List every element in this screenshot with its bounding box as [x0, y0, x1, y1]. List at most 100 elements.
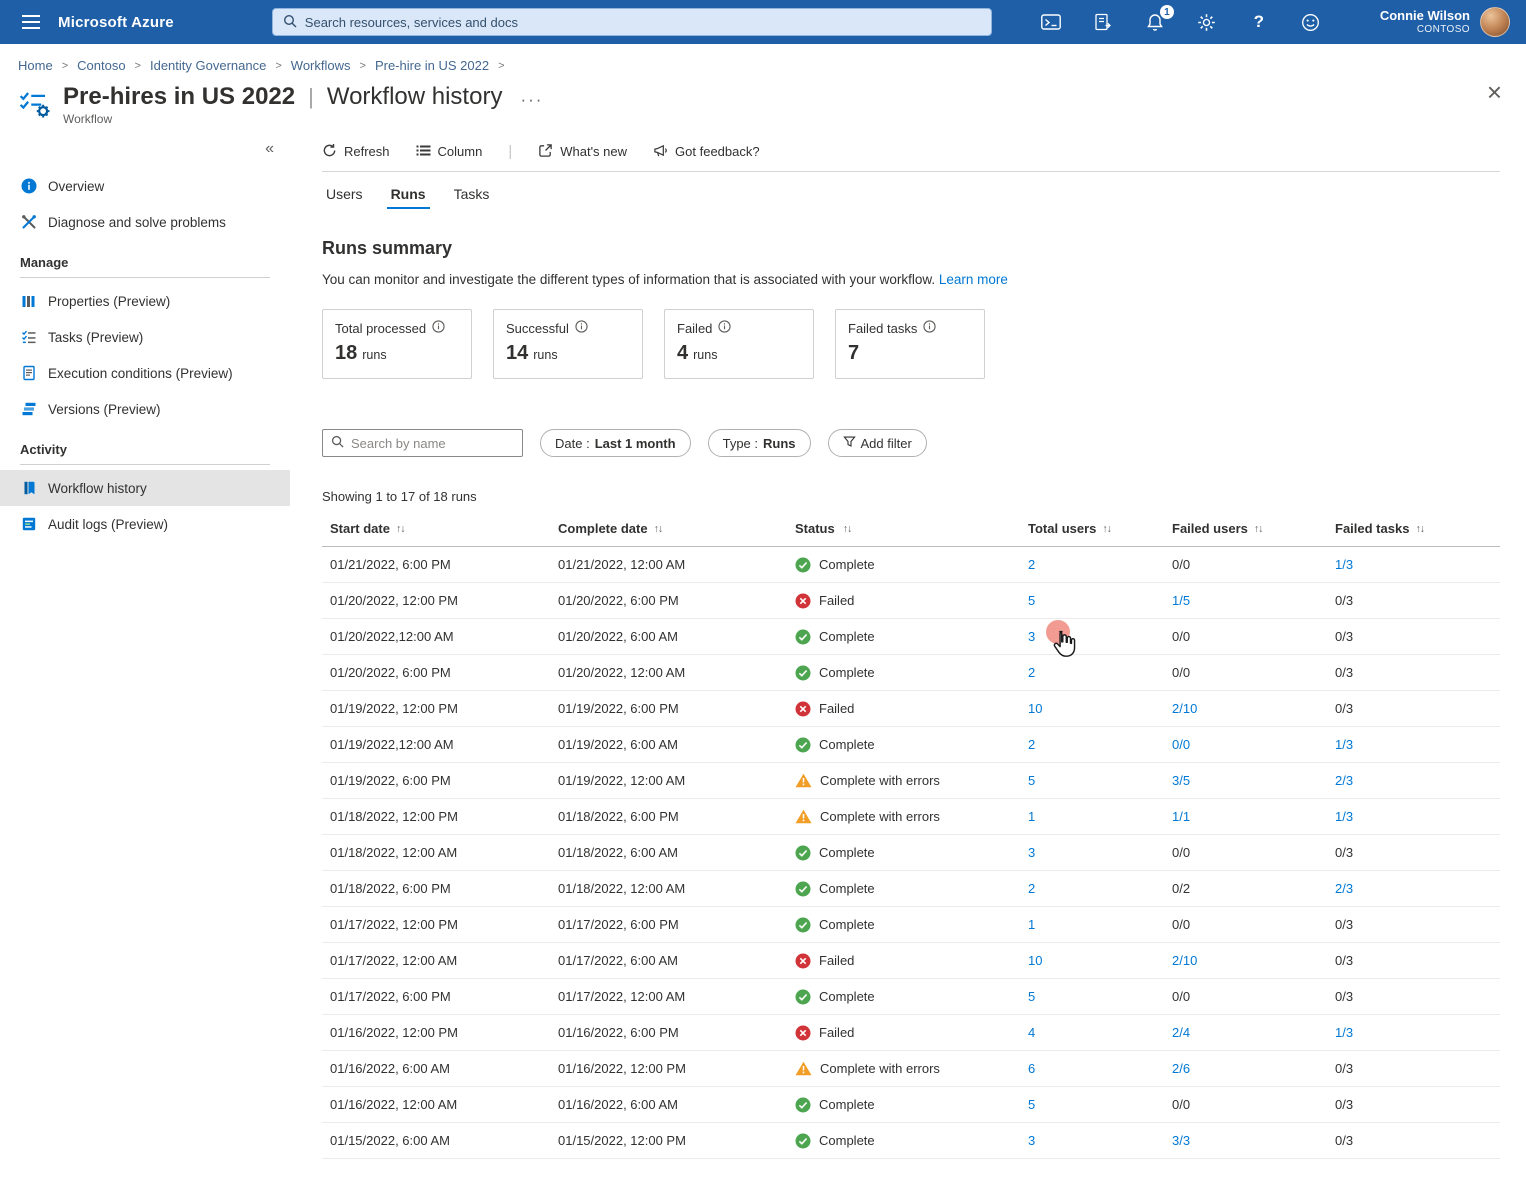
sidebar-item-audit-logs[interactable]: Audit logs (Preview) — [0, 506, 290, 542]
search-by-name-input[interactable] — [351, 435, 514, 451]
directory-filter-icon[interactable] — [1092, 11, 1114, 33]
info-icon[interactable] — [432, 320, 445, 336]
column-header-failed-tasks[interactable]: Failed tasks ↑↓ — [1335, 521, 1465, 536]
tab-users[interactable]: Users — [326, 186, 363, 202]
total-users-link[interactable]: 1 — [1028, 809, 1036, 824]
column-header-failed-users[interactable]: Failed users ↑↓ — [1172, 521, 1335, 536]
total-users-link[interactable]: 4 — [1028, 1025, 1036, 1040]
failed-users-link[interactable]: 1/1 — [1172, 809, 1191, 824]
settings-gear-icon[interactable] — [1196, 11, 1218, 33]
column-button[interactable]: Column — [416, 143, 482, 161]
total-users-link[interactable]: 6 — [1028, 1061, 1036, 1076]
global-search-input[interactable] — [304, 14, 981, 30]
failed-users-link[interactable]: 3/5 — [1172, 773, 1191, 788]
refresh-button[interactable]: Refresh — [322, 143, 390, 161]
learn-more-link[interactable]: Learn more — [938, 272, 1008, 287]
search-by-name[interactable] — [322, 429, 523, 457]
card-label: Failed — [677, 320, 713, 336]
column-header-total-users[interactable]: Total users ↑↓ — [1028, 521, 1172, 536]
date-filter-pill[interactable]: Date : Last 1 month — [540, 429, 691, 457]
failed-users-link[interactable]: 2/4 — [1172, 1025, 1191, 1040]
hamburger-menu-icon[interactable] — [16, 7, 46, 37]
breadcrumb-workflows[interactable]: Workflows — [290, 58, 351, 73]
cell-total-users: 3 — [1028, 629, 1172, 644]
total-users-link[interactable]: 5 — [1028, 989, 1036, 1004]
failed-users-link[interactable]: 0/0 — [1172, 737, 1191, 752]
info-icon[interactable] — [923, 320, 937, 336]
got-feedback-button[interactable]: Got feedback? — [653, 143, 760, 161]
feedback-smiley-icon[interactable] — [1300, 11, 1322, 33]
total-users-link[interactable]: 3 — [1028, 629, 1036, 644]
total-users-link[interactable]: 2 — [1028, 737, 1036, 752]
breadcrumb-current[interactable]: Pre-hire in US 2022 — [374, 58, 490, 73]
more-icon[interactable]: ··· — [520, 90, 544, 109]
failed-users-link[interactable]: 1/5 — [1172, 593, 1191, 608]
close-icon[interactable]: × — [1486, 77, 1502, 107]
avatar[interactable] — [1480, 7, 1510, 37]
failed-tasks-link[interactable]: 2/3 — [1335, 773, 1354, 788]
column-header-status[interactable]: Status ↑↓ — [795, 521, 1028, 536]
refresh-label: Refresh — [344, 144, 390, 159]
column-header-complete-date[interactable]: Complete date ↑↓ — [558, 521, 795, 536]
total-users-link[interactable]: 10 — [1028, 701, 1043, 716]
global-search[interactable] — [271, 8, 992, 36]
notifications-bell-icon[interactable]: 1 — [1144, 5, 1174, 33]
info-icon[interactable] — [575, 320, 588, 336]
sidebar-item-properties[interactable]: Properties (Preview) — [0, 283, 290, 319]
sidebar-item-diagnose[interactable]: Diagnose and solve problems — [0, 204, 290, 240]
runs-summary-title: Runs summary — [322, 238, 453, 258]
total-users-link[interactable]: 10 — [1028, 953, 1043, 968]
collapse-sidebar-icon[interactable]: « — [265, 140, 274, 157]
total-users-link[interactable]: 5 — [1028, 593, 1036, 608]
type-filter-pill[interactable]: Type : Runs — [707, 429, 811, 457]
column-header-start-date[interactable]: Start date ↑↓ — [322, 521, 558, 536]
failed-users-link[interactable]: 2/10 — [1172, 953, 1198, 968]
sidebar-item-workflow-history[interactable]: Workflow history — [0, 470, 290, 506]
azure-brand[interactable]: Microsoft Azure — [58, 13, 174, 31]
status-warning-icon — [795, 1061, 812, 1076]
breadcrumb-home[interactable]: Home — [18, 58, 53, 73]
failed-tasks-link[interactable]: 1/3 — [1335, 809, 1354, 824]
total-users-link[interactable]: 3 — [1028, 1133, 1036, 1148]
help-icon[interactable]: ? — [1253, 12, 1265, 31]
tab-tasks[interactable]: Tasks — [453, 186, 490, 202]
failed-users-link[interactable]: 2/6 — [1172, 1061, 1191, 1076]
breadcrumb-identity-governance[interactable]: Identity Governance — [149, 58, 267, 73]
account-menu[interactable]: Connie Wilson CONTOSO — [1380, 7, 1510, 37]
sidebar-item-tasks[interactable]: Tasks (Preview) — [0, 319, 290, 355]
add-filter-pill[interactable]: Add filter — [827, 429, 927, 457]
failed-users-link[interactable]: 2/10 — [1172, 701, 1198, 716]
table-row: 01/20/2022, 12:00 PM 01/20/2022, 6:00 PM F… — [322, 583, 1500, 619]
total-users-link[interactable]: 2 — [1028, 665, 1036, 680]
cell-complete-date: 01/20/2022, 6:00 PM — [558, 593, 679, 608]
cloud-shell-icon[interactable] — [1040, 11, 1062, 33]
sidebar-item-overview[interactable]: Overview — [0, 168, 290, 204]
tab-runs[interactable]: Runs — [386, 178, 430, 212]
total-users-link[interactable]: 2 — [1028, 557, 1036, 572]
total-users-link[interactable]: 3 — [1028, 845, 1036, 860]
failed-tasks-value: 0/3 — [1335, 917, 1354, 932]
status-label: Complete — [819, 665, 875, 680]
failed-tasks-link[interactable]: 1/3 — [1335, 737, 1354, 752]
status-complete-icon — [795, 881, 811, 897]
sidebar-item-execution-conditions[interactable]: Execution conditions (Preview) — [0, 355, 290, 391]
cell-start-date: 01/16/2022, 12:00 AM — [330, 1097, 458, 1112]
status-complete-icon — [795, 629, 811, 645]
info-icon[interactable] — [718, 320, 732, 336]
failed-tasks-link[interactable]: 2/3 — [1335, 881, 1354, 896]
status-warning-icon — [795, 773, 812, 788]
cell-failed-tasks: 0/3 — [1335, 701, 1465, 716]
total-users-link[interactable]: 5 — [1028, 773, 1036, 788]
status-complete-icon — [795, 917, 811, 933]
failed-tasks-link[interactable]: 1/3 — [1335, 557, 1354, 572]
sidebar-item-versions[interactable]: Versions (Preview) — [0, 391, 290, 427]
cell-failed-users: 2/6 — [1172, 1061, 1335, 1076]
whats-new-button[interactable]: What's new — [538, 143, 627, 161]
total-users-link[interactable]: 2 — [1028, 881, 1036, 896]
failed-tasks-link[interactable]: 1/3 — [1335, 1025, 1354, 1040]
breadcrumb-contoso[interactable]: Contoso — [77, 58, 126, 73]
failed-users-link[interactable]: 3/3 — [1172, 1133, 1191, 1148]
card-value: 18 — [335, 342, 358, 364]
total-users-link[interactable]: 5 — [1028, 1097, 1036, 1112]
total-users-link[interactable]: 1 — [1028, 917, 1036, 932]
